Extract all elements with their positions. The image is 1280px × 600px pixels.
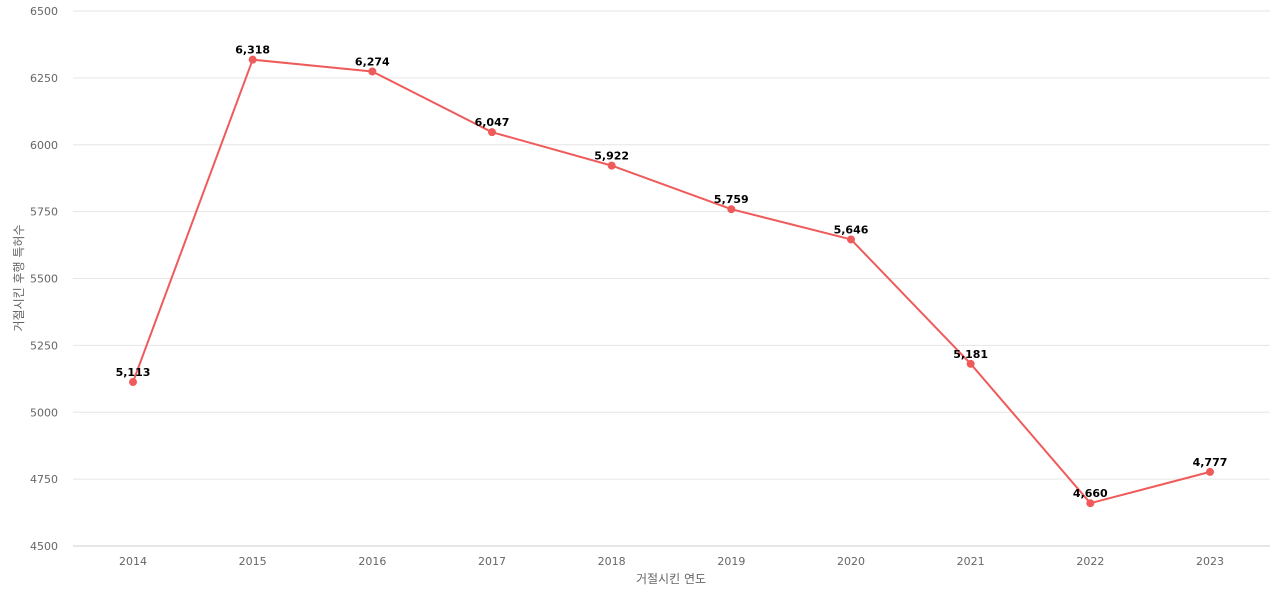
y-tick-label: 5500 (30, 273, 58, 286)
data-label: 6,274 (355, 55, 390, 68)
data-label: 4,777 (1193, 456, 1228, 469)
data-point[interactable] (488, 128, 496, 137)
x-axis-title: 거절시킨 연도 (636, 572, 706, 586)
y-tick-label: 5750 (30, 206, 58, 219)
y-tick-label: 4500 (30, 540, 58, 553)
x-tick-label: 2017 (478, 555, 506, 568)
x-tick-label: 2022 (1076, 555, 1104, 568)
x-tick-label: 2019 (717, 555, 745, 568)
y-tick-label: 4750 (30, 473, 58, 486)
grid-layer (73, 10, 1270, 547)
data-point[interactable] (1206, 467, 1214, 476)
data-point[interactable] (248, 55, 257, 64)
data-point[interactable] (727, 205, 736, 214)
x-tick-label: 2015 (239, 555, 267, 568)
data-label-layer: 5,113 6,318 6,274 6,047 5,922 5,759 5,646 5,181… (116, 44, 1228, 501)
y-tick-label: 6000 (30, 139, 58, 152)
y-axis-title: 거절시킨 후행 특허수 (11, 225, 26, 332)
x-tick-label: 2021 (957, 555, 985, 568)
data-label: 6,047 (475, 116, 510, 129)
x-tick-label: 2014 (119, 555, 147, 568)
data-label: 5,113 (116, 366, 151, 379)
data-label: 4,660 (1073, 487, 1108, 500)
data-point[interactable] (966, 359, 975, 368)
x-tick-label: 2020 (837, 555, 865, 568)
point-layer (129, 55, 1214, 508)
data-label: 5,181 (953, 348, 988, 361)
y-tick-label: 5000 (30, 406, 58, 419)
data-label: 5,922 (594, 150, 629, 163)
data-label: 6,318 (235, 44, 270, 57)
x-tick-label: 2023 (1196, 555, 1224, 568)
x-tick-labels: 2014 2015 2016 2017 2018 2019 2020 2021 2022 2023 (119, 555, 1224, 568)
y-tick-label: 6500 (30, 5, 58, 18)
data-point[interactable] (847, 235, 855, 244)
data-label: 5,646 (834, 223, 869, 236)
data-point[interactable] (129, 378, 137, 387)
x-tick-label: 2016 (358, 555, 386, 568)
y-tick-labels: 4500 4750 5000 5250 5500 5750 6000 6250 6500 (30, 5, 58, 553)
data-point[interactable] (607, 161, 616, 170)
data-point[interactable] (368, 67, 377, 76)
x-tick-label: 2018 (598, 555, 626, 568)
data-point[interactable] (1086, 499, 1095, 508)
data-label: 5,759 (714, 193, 749, 206)
y-tick-label: 5250 (30, 339, 58, 352)
series-layer (132, 58, 1211, 505)
series-line (132, 58, 1211, 505)
y-tick-label: 6250 (30, 72, 58, 85)
